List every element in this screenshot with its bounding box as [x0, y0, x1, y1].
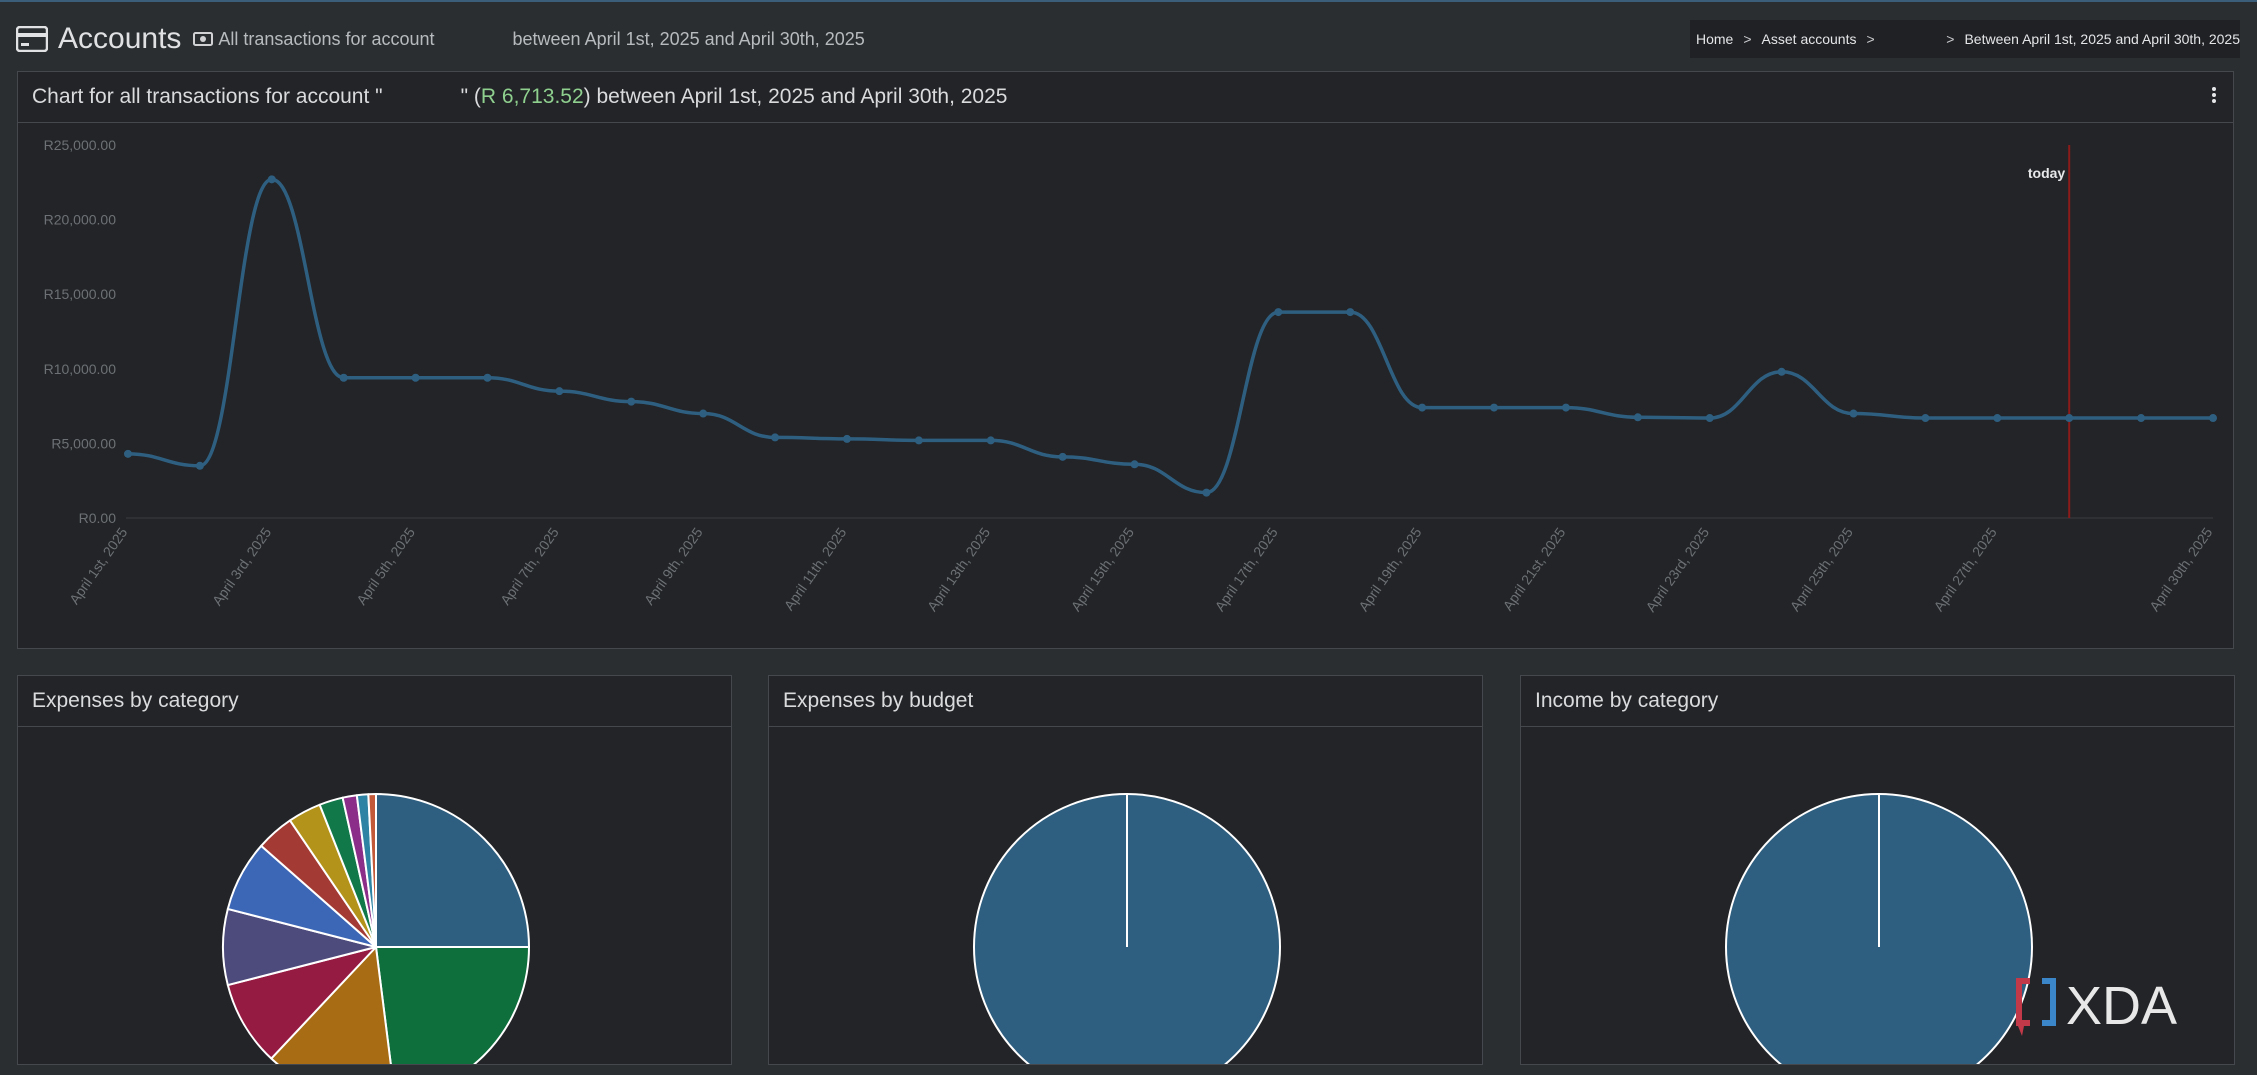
balance-data-point[interactable] — [1130, 460, 1139, 469]
balance-series-line — [127, 177, 2213, 495]
breadcrumb: Home > Asset accounts > > Between April … — [1690, 20, 2240, 58]
top-accent-line — [0, 0, 2257, 2]
expenses-by-category-title: Expenses by category — [32, 689, 239, 712]
balance-data-point[interactable] — [1058, 452, 1067, 461]
x-tick-label: April 15th, 2025 — [1068, 524, 1137, 614]
breadcrumb-current: Between April 1st, 2025 and April 30th, … — [1964, 31, 2240, 47]
balance-data-point[interactable] — [1490, 403, 1499, 412]
y-tick-label: R5,000.00 — [51, 435, 116, 451]
x-tick-label: April 1st, 2025 — [66, 524, 131, 607]
balance-data-point[interactable] — [483, 373, 492, 382]
balance-data-point[interactable] — [339, 373, 348, 382]
balance-data-point[interactable] — [1418, 403, 1427, 412]
y-tick-label: R10,000.00 — [44, 361, 117, 377]
balance-data-point[interactable] — [1921, 414, 1930, 423]
pie-slice[interactable] — [367, 793, 377, 948]
x-tick-label: April 27th, 2025 — [1930, 524, 1999, 614]
balance-data-point[interactable] — [555, 387, 564, 396]
y-tick-label: R0.00 — [79, 510, 117, 526]
expenses-by-category-pie — [222, 793, 530, 1064]
balance-data-point[interactable] — [1777, 367, 1786, 376]
balance-line-chart: R0.00 R5,000.00 R10,000.00 R15,000.00 R20,00… — [44, 137, 2217, 615]
chart-title-prefix: Chart for all transactions for account " — [32, 85, 383, 108]
expenses-by-budget-header: Expenses by budget — [769, 676, 1482, 727]
page-subtitle-range: between April 1st, 2025 and April 30th, … — [512, 28, 865, 49]
balance-data-point[interactable] — [1993, 414, 2002, 423]
expenses-by-budget-pie — [973, 793, 1281, 1064]
y-tick-label: R20,000.00 — [44, 212, 117, 228]
balance-data-point[interactable] — [1274, 308, 1283, 317]
x-tick-label: April 25th, 2025 — [1787, 524, 1856, 614]
page-subtitle: All transactions for account — [218, 28, 435, 49]
balance-chart-header: Chart for all transactions for account "… — [18, 72, 2233, 123]
breadcrumb-separator: > — [1946, 31, 1955, 47]
balance-data-point[interactable] — [627, 397, 636, 406]
income-by-category-box: Income by category — [1520, 675, 2235, 1065]
expenses-by-budget-title: Expenses by budget — [783, 689, 974, 712]
breadcrumb-separator: > — [1743, 31, 1752, 47]
income-by-category-header: Income by category — [1521, 676, 2234, 727]
x-tick-label: April 13th, 2025 — [924, 524, 993, 614]
chart-title-mid: " ( — [460, 85, 481, 108]
x-tick-label: April 23rd, 2025 — [1642, 524, 1712, 614]
balance-data-point[interactable] — [1705, 414, 1714, 423]
balance-data-point[interactable] — [914, 436, 923, 445]
balance-data-point[interactable] — [2137, 414, 2146, 423]
money-bill-icon — [193, 32, 214, 46]
breadcrumb-separator: > — [1866, 31, 1875, 47]
x-tick-label: April 19th, 2025 — [1355, 524, 1424, 614]
income-by-category-title: Income by category — [1535, 689, 1719, 712]
chart-options-kebab-icon[interactable] — [2211, 86, 2217, 106]
credit-card-icon — [16, 26, 48, 52]
x-tick-label: April 21st, 2025 — [1499, 524, 1568, 613]
balance-data-point[interactable] — [1346, 308, 1355, 317]
pie-slice[interactable] — [375, 793, 530, 948]
balance-data-point[interactable] — [411, 373, 420, 382]
expenses-by-category-box: Expenses by category — [17, 675, 732, 1065]
x-tick-label: April 17th, 2025 — [1211, 524, 1280, 614]
page-title: Accounts — [58, 22, 182, 55]
x-tick-label: April 11th, 2025 — [781, 524, 850, 613]
expenses-by-category-header: Expenses by category — [18, 676, 731, 727]
y-tick-label: R15,000.00 — [44, 286, 117, 302]
balance-data-point[interactable] — [1561, 403, 1570, 412]
x-tick-label: April 3rd, 2025 — [209, 524, 274, 608]
balance-data-point[interactable] — [195, 461, 204, 470]
xda-logo: XDA — [2016, 976, 2177, 1036]
page-header: Accounts All transactions for account be… — [16, 14, 865, 64]
balance-data-point[interactable] — [267, 175, 276, 184]
breadcrumb-asset-accounts[interactable]: Asset accounts — [1761, 31, 1857, 47]
balance-data-point[interactable] — [1849, 409, 1858, 418]
y-tick-label: R25,000.00 — [44, 137, 117, 153]
xda-logo-text: XDA — [2066, 976, 2177, 1036]
x-tick-label: April 5th, 2025 — [353, 524, 418, 607]
pie-slice[interactable] — [375, 946, 530, 1064]
balance-data-point[interactable] — [1202, 488, 1211, 497]
pie-slice[interactable] — [226, 946, 377, 1060]
income-by-category-pie — [1725, 793, 2033, 1064]
account-balance-amount: R 6,713.52 — [480, 85, 584, 108]
balance-data-point[interactable] — [2209, 414, 2217, 423]
balance-data-point[interactable] — [771, 433, 780, 442]
x-tick-label: April 7th, 2025 — [497, 524, 562, 607]
breadcrumb-home[interactable]: Home — [1696, 31, 1734, 47]
balance-data-point[interactable] — [699, 409, 708, 418]
balance-data-point[interactable] — [2065, 414, 2074, 423]
pie-slice[interactable] — [270, 946, 395, 1064]
balance-data-point[interactable] — [1633, 413, 1642, 422]
balance-chart-box: Chart for all transactions for account "… — [17, 71, 2234, 649]
expenses-by-budget-box: Expenses by budget — [768, 675, 1483, 1065]
x-tick-label: April 30th, 2025 — [2146, 524, 2215, 614]
balance-data-point[interactable] — [842, 434, 851, 443]
chart-title-suffix: ) between April 1st, 2025 and April 30th… — [583, 85, 1008, 108]
balance-data-point[interactable] — [124, 449, 132, 458]
balance-data-point[interactable] — [986, 436, 995, 445]
x-tick-label: April 9th, 2025 — [641, 524, 706, 607]
today-marker-label: today — [2028, 165, 2066, 181]
